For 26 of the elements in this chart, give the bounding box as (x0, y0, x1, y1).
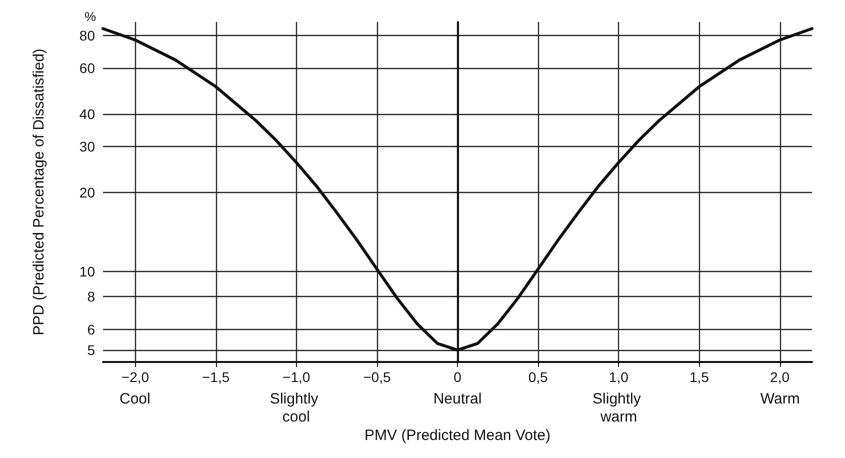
text: Cool (119, 390, 150, 408)
y-axis-title: PPD (Predicted Percentage of Dissatisfied) (30, 48, 48, 336)
y-tick-label: 40 (79, 106, 96, 122)
y-tick-label: 5 (87, 342, 96, 358)
y-tick-label: 10 (79, 263, 96, 280)
x-tick-label: 0,5 (528, 369, 548, 385)
y-tick-label: 8 (87, 288, 96, 305)
x-tick-label: 1,0 (608, 369, 629, 385)
x-tick-label: 2,0 (770, 369, 790, 385)
text: % (84, 9, 96, 24)
x-tick-label: −2,0 (121, 369, 150, 385)
y-tick-label: 6 (87, 321, 96, 338)
text: Warm (760, 390, 800, 408)
text: Slightly cool (270, 390, 322, 426)
y-tick-label: 30 (79, 138, 96, 155)
x-tick-label: −0,5 (363, 369, 391, 385)
x-tick-label: 0 (454, 369, 462, 385)
x-axis-title: PMV (Predicted Mean Vote) (364, 427, 550, 444)
y-tick-label: 80 (79, 27, 96, 44)
x-tick-label: −1,5 (202, 369, 230, 385)
y-tick-label: 20 (79, 184, 96, 201)
text: Slightly warm (592, 390, 646, 426)
y-tick-label: 60 (79, 60, 96, 76)
text: Neutral (433, 390, 482, 408)
x-tick-label: −1,0 (282, 369, 310, 385)
x-tick-label: 1,5 (689, 369, 710, 385)
